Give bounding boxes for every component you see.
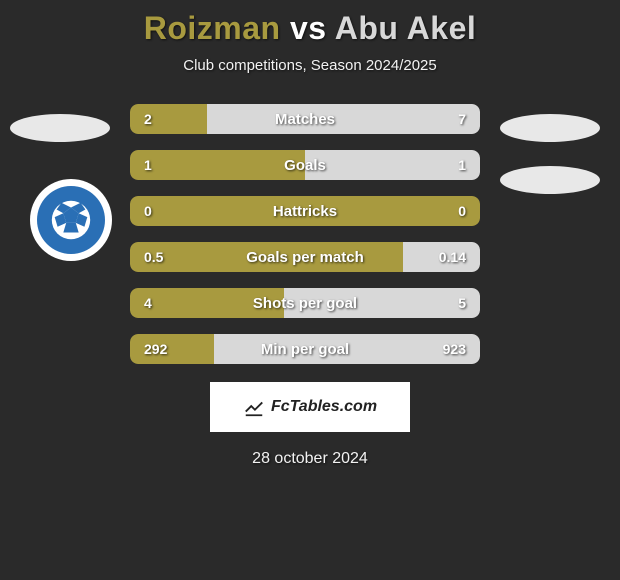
stat-value-right: 923 xyxy=(443,334,466,364)
stat-label: Min per goal xyxy=(130,334,480,364)
subtitle: Club competitions, Season 2024/2025 xyxy=(0,57,620,74)
source-badge: FcTables.com xyxy=(210,382,410,432)
stat-label: Goals per match xyxy=(130,242,480,272)
player2-marker-2 xyxy=(500,166,600,194)
vs-text: vs xyxy=(290,10,327,46)
club-badge-icon xyxy=(37,186,105,254)
stat-label: Matches xyxy=(130,104,480,134)
player1-marker xyxy=(10,114,110,142)
source-brand: FcTables.com xyxy=(271,398,377,416)
stat-value-right: 5 xyxy=(458,288,466,318)
stat-value-left: 0 xyxy=(144,196,152,226)
stat-value-left: 0.5 xyxy=(144,242,163,272)
chart-icon xyxy=(243,396,265,418)
stat-label: Shots per goal xyxy=(130,288,480,318)
stat-row: Min per goal292 923 xyxy=(130,334,480,364)
stat-value-left: 4 xyxy=(144,288,152,318)
comparison-content: Matches2 7 Goals1 1 Hattricks0 0 Goals per mat… xyxy=(0,104,620,364)
stat-value-right: 7 xyxy=(458,104,466,134)
player2-marker-1 xyxy=(500,114,600,142)
stat-bars: Matches2 7 Goals1 1 Hattricks0 0 Goals per mat… xyxy=(130,104,480,380)
stat-value-right: 0.14 xyxy=(439,242,466,272)
player1-name: Roizman xyxy=(144,10,281,46)
stat-value-right: 1 xyxy=(458,150,466,180)
stat-label: Hattricks xyxy=(130,196,480,226)
stat-value-left: 292 xyxy=(144,334,167,364)
stat-row: Hattricks0 0 xyxy=(130,196,480,226)
stat-label: Goals xyxy=(130,150,480,180)
comparison-title: Roizman vs Abu Akel xyxy=(0,0,620,47)
footer-date: 28 october 2024 xyxy=(0,450,620,468)
stat-row: Matches2 7 xyxy=(130,104,480,134)
player2-name: Abu Akel xyxy=(335,10,477,46)
stat-value-left: 2 xyxy=(144,104,152,134)
stat-value-left: 1 xyxy=(144,150,152,180)
stat-row: Goals1 1 xyxy=(130,150,480,180)
club-badge xyxy=(30,179,112,261)
soccer-ball-icon xyxy=(47,196,95,244)
stat-row: Goals per match0.5 0.14 xyxy=(130,242,480,272)
stat-value-right: 0 xyxy=(458,196,466,226)
stat-row: Shots per goal4 5 xyxy=(130,288,480,318)
